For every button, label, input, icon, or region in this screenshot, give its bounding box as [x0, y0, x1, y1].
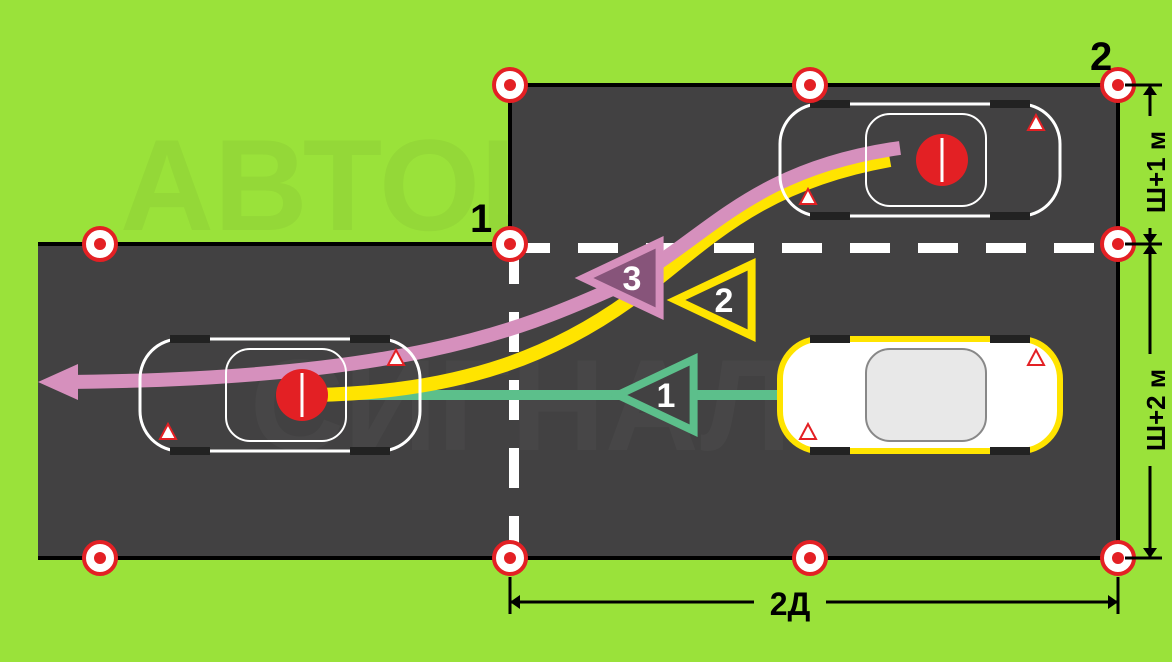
dim-right-top-label: Ш+1 м	[1141, 131, 1171, 213]
point-1-label: 1	[470, 197, 492, 241]
cone-center	[1112, 79, 1124, 91]
cone-center	[1112, 552, 1124, 564]
point-2-label: 2	[1090, 35, 1112, 79]
step-2-triangle-label: 2	[715, 282, 734, 320]
car-start-cabin	[866, 349, 986, 441]
cone-center	[94, 238, 106, 250]
car-start	[780, 335, 1060, 455]
step-1-triangle-label: 1	[657, 377, 676, 415]
cone-center	[1112, 238, 1124, 250]
cone-center	[504, 552, 516, 564]
dim-bottom-label: 2Д	[770, 586, 811, 622]
dim-right-bottom-label: Ш+2 м	[1141, 369, 1171, 451]
cone-center	[504, 238, 516, 250]
cone-center	[94, 552, 106, 564]
cone-center	[804, 79, 816, 91]
cone-center	[504, 79, 516, 91]
step-3-triangle-label: 3	[623, 260, 642, 298]
cone-center	[804, 552, 816, 564]
